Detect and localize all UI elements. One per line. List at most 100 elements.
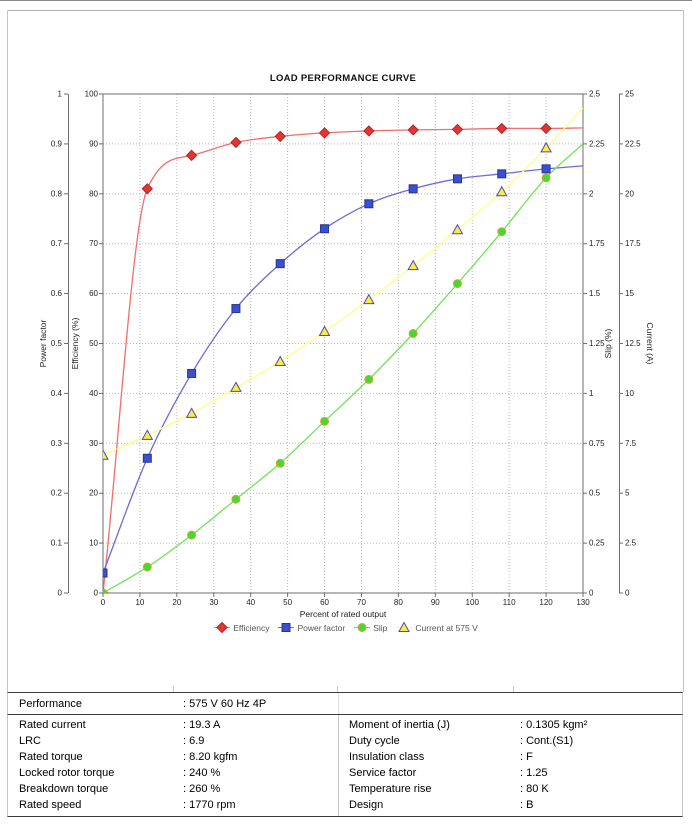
- tick-label-current: 2.5: [625, 539, 637, 548]
- tick-label-x: 70: [357, 598, 366, 607]
- tick-label-current: 17.5: [625, 239, 641, 248]
- spec-label: Temperature rise: [349, 783, 432, 795]
- spec-value: : Cont.(S1): [520, 735, 574, 747]
- circle-marker: [497, 227, 507, 237]
- table-column-stub: [513, 686, 514, 692]
- tick-label-slip: 0.5: [589, 489, 601, 498]
- diamond-marker: [407, 124, 419, 136]
- tick-label-x: 40: [246, 598, 255, 607]
- tick-label-power_factor: 0: [58, 589, 63, 598]
- spec-label: Insulation class: [349, 751, 425, 763]
- tick-label-slip: 1.25: [589, 339, 605, 348]
- tick-label-x: 0: [101, 598, 106, 607]
- tick-label-x: 10: [135, 598, 144, 607]
- tick-label-current: 15: [625, 289, 634, 298]
- series-markers-power-factor: [103, 164, 551, 578]
- tick-label-efficiency: 60: [89, 289, 98, 298]
- tick-label-efficiency: 100: [85, 90, 99, 99]
- page-top-border: [0, 0, 692, 1]
- tick-label-efficiency: 40: [89, 389, 98, 398]
- spec-row: Breakdown torque: 260 %: [8, 781, 338, 797]
- tick-label-power_factor: 0.5: [51, 339, 63, 348]
- tick-label-slip: 0: [589, 589, 594, 598]
- diamond-marker: [185, 149, 198, 162]
- diamond-marker: [230, 136, 242, 149]
- series-line-efficiency: [103, 127, 583, 593]
- tick-label-power_factor: 0.1: [51, 539, 63, 548]
- diamond-marker: [496, 122, 508, 135]
- tick-label-x: 30: [209, 598, 218, 607]
- tick-label-slip: 0.25: [589, 539, 605, 548]
- tick-label-efficiency: 90: [89, 139, 98, 148]
- tick-label-x: 60: [320, 598, 329, 607]
- triangle-marker: [451, 223, 464, 235]
- axis-title-power_factor: Power factor: [38, 319, 48, 367]
- tick-label-x: 80: [394, 598, 403, 607]
- triangle-marker: [495, 185, 508, 197]
- spec-value: : 240 %: [183, 767, 221, 779]
- legend-label: Current at 575 V: [415, 622, 478, 633]
- spec-column-right: Moment of inertia (J): 0.1305 kgm² Duty c…: [338, 715, 682, 816]
- table-column-stub: [337, 686, 338, 692]
- legend-label: Power factor: [297, 622, 346, 633]
- square-marker: [275, 259, 285, 269]
- spec-row: Locked rotor torque : 240 %: [8, 765, 338, 781]
- spec-label: Locked rotor torque: [19, 767, 115, 779]
- spec-label: Design: [349, 799, 384, 811]
- axis-title-current: Current (A): [645, 322, 655, 364]
- tick-label-slip: 0.75: [589, 439, 605, 448]
- axis-current: 0 2.5 5 7.5 10 12.5 15 17.5 20 22.5 25 Current (A): [619, 90, 655, 598]
- circle-marker: [541, 173, 551, 183]
- spec-row: Insulation class: F: [339, 749, 682, 765]
- axis-x: 0 10 20 30 40 50 60 70 80 90 100 110 120 130 Percent o…: [101, 593, 590, 619]
- triangle-marker: [398, 622, 411, 632]
- spec-label: Breakdown torque: [19, 783, 109, 795]
- tick-label-power_factor: 0.3: [51, 439, 63, 448]
- tick-label-slip: 2.25: [589, 139, 605, 148]
- tick-label-efficiency: 20: [89, 489, 98, 498]
- tick-label-slip: 1.5: [589, 289, 601, 298]
- diamond-marker: [141, 183, 154, 195]
- legend-item-slip: Slip: [354, 622, 387, 633]
- chart-panel-border: [7, 10, 684, 692]
- circle-marker: [320, 416, 330, 426]
- tick-label-current: 12.5: [625, 339, 641, 348]
- spec-row: LRC: 6.9: [8, 733, 338, 749]
- tick-label-current: 7.5: [625, 439, 637, 448]
- tick-label-x: 110: [503, 598, 516, 607]
- series-line-slip: [103, 143, 583, 593]
- tick-label-power_factor: 0.9: [51, 139, 63, 148]
- tick-label-efficiency: 0: [94, 589, 99, 598]
- square-marker: [187, 368, 197, 378]
- spec-value: : 0.1305 kgm²: [520, 719, 588, 731]
- tick-label-slip: 1.75: [589, 239, 605, 248]
- spec-label: LRC: [19, 735, 42, 747]
- spec-value: : 1770 rpm: [183, 799, 236, 811]
- tick-label-efficiency: 80: [89, 189, 98, 198]
- tick-label-efficiency: 10: [89, 539, 98, 548]
- square-marker: [408, 184, 418, 194]
- spec-row: Moment of inertia (J): 0.1305 kgm²: [339, 717, 682, 733]
- tick-label-power_factor: 0.4: [51, 389, 63, 398]
- series-line-power-factor: [103, 165, 583, 574]
- spec-value: : 8.20 kgfm: [183, 751, 238, 763]
- spec-label: Rated speed: [19, 799, 82, 811]
- circle-marker: [364, 374, 374, 384]
- tick-label-efficiency: 70: [89, 239, 98, 248]
- x-axis-title: Percent of rated output: [300, 609, 387, 619]
- tick-label-x: 120: [539, 598, 553, 607]
- tick-label-slip: 2: [589, 189, 594, 198]
- tick-label-power_factor: 0.8: [51, 189, 63, 198]
- spec-column-left: Rated current: 19.3 A LRC: 6.9 Rated torqu…: [8, 715, 338, 816]
- spec-row: Design: B: [339, 797, 682, 813]
- tick-label-efficiency: 50: [89, 339, 98, 348]
- performance-value: : 575 V 60 Hz 4P: [183, 697, 267, 710]
- spec-grid: Rated current: 19.3 A LRC: 6.9 Rated torqu…: [7, 715, 683, 817]
- square-legend-icon: [278, 623, 295, 632]
- spec-value: : 80 K: [520, 783, 549, 795]
- series-markers-slip: [103, 173, 551, 593]
- load-performance-chart: 0 0.1 0.2 0.3 0.4 0.5 0.6 0.7 0.8 0.9 1 Power facto…: [7, 10, 684, 692]
- table-column-stub: [173, 686, 174, 692]
- spec-label: Rated torque: [19, 751, 83, 763]
